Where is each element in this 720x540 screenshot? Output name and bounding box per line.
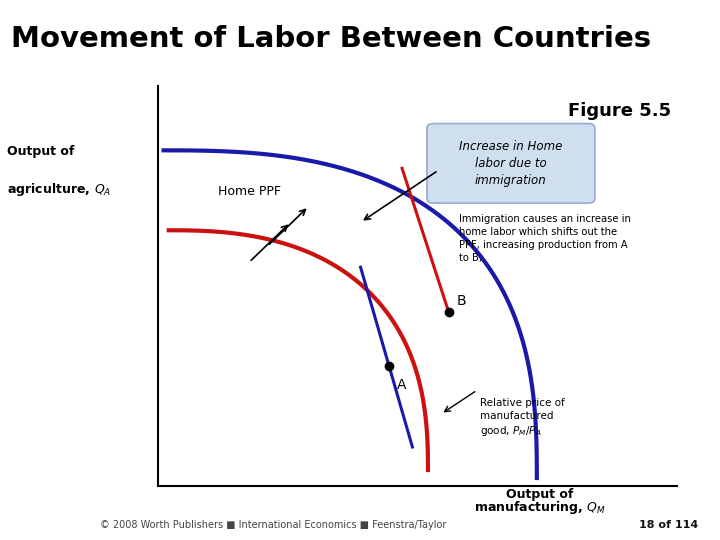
Text: Immigration causes an increase in
home labor which shifts out the
PPF, increasin: Immigration causes an increase in home l… — [459, 214, 631, 262]
Text: agriculture, $Q_A$: agriculture, $Q_A$ — [7, 180, 112, 198]
Text: manufacturing, $Q_M$: manufacturing, $Q_M$ — [474, 499, 606, 516]
Text: B: B — [456, 294, 466, 308]
Text: Figure 5.5: Figure 5.5 — [569, 103, 672, 120]
Text: Home PPF: Home PPF — [217, 185, 281, 198]
Text: 18 of 114: 18 of 114 — [639, 520, 698, 530]
Text: Relative price of
manufactured
good, $P_M$/$P_A$: Relative price of manufactured good, $P_… — [480, 398, 564, 438]
Text: Movement of Labor Between Countries: Movement of Labor Between Countries — [11, 25, 651, 52]
Text: Output of: Output of — [7, 145, 75, 158]
Text: Increase in Home
labor due to
immigration: Increase in Home labor due to immigratio… — [459, 140, 562, 187]
Text: Output of: Output of — [506, 488, 574, 501]
FancyBboxPatch shape — [427, 124, 595, 203]
Text: © 2008 Worth Publishers ■ International Economics ■ Feenstra/Taylor: © 2008 Worth Publishers ■ International … — [100, 520, 447, 530]
Text: A: A — [397, 378, 406, 392]
